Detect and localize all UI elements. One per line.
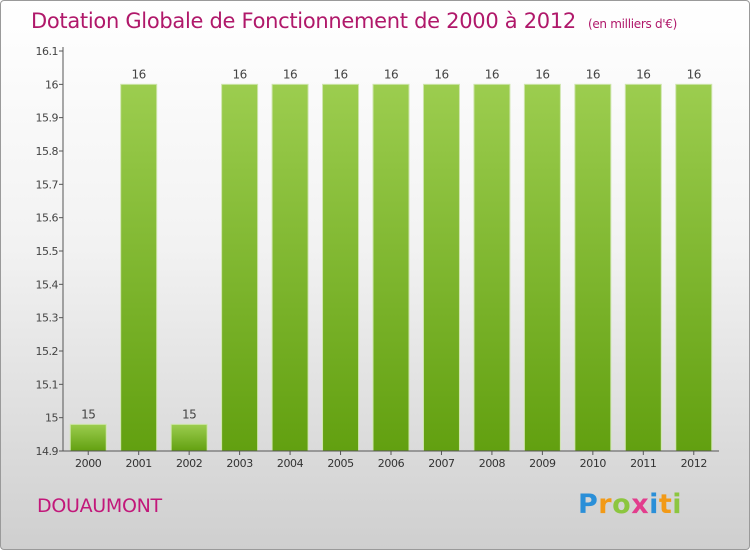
y-tick-label: 15 bbox=[45, 412, 58, 425]
bar-value-label: 16 bbox=[333, 67, 347, 81]
bar bbox=[322, 83, 360, 452]
logo-letter: r bbox=[598, 489, 613, 520]
x-tick-label: 2010 bbox=[580, 457, 607, 470]
x-tick-label: 2008 bbox=[479, 457, 506, 470]
bar-value-label: 16 bbox=[586, 67, 600, 81]
y-tick-label: 15.2 bbox=[36, 345, 59, 358]
bar-value-label: 15 bbox=[81, 407, 95, 421]
logo-letter: i bbox=[649, 489, 659, 520]
bar bbox=[624, 83, 662, 452]
x-axis: 2000 2001 2002 2003 2004 2005 2006 2007 2008 2009… bbox=[63, 450, 719, 470]
y-tick-label: 15.3 bbox=[36, 312, 59, 325]
y-tick-label: 15.4 bbox=[36, 278, 59, 291]
bar-value-label: 16 bbox=[232, 67, 246, 81]
x-tick-label: 2009 bbox=[529, 457, 556, 470]
bar bbox=[170, 423, 208, 452]
logo-letter: P bbox=[578, 489, 599, 520]
bar bbox=[473, 83, 511, 452]
y-tick-label: 14.9 bbox=[36, 445, 59, 458]
bar-value-label: 16 bbox=[535, 67, 549, 81]
y-tick-label: 15.9 bbox=[36, 112, 59, 125]
bar bbox=[523, 83, 561, 452]
y-tick-label: 15.8 bbox=[36, 145, 59, 158]
y-tick-label: 15.6 bbox=[36, 212, 59, 225]
bar bbox=[221, 83, 259, 452]
y-tick-label: 16.1 bbox=[36, 45, 59, 58]
bar-value-label: 16 bbox=[283, 67, 297, 81]
bar bbox=[675, 83, 713, 452]
y-tick-label: 16 bbox=[45, 78, 58, 91]
x-tick-label: 2003 bbox=[226, 457, 253, 470]
bar-value-label: 16 bbox=[687, 67, 701, 81]
bar bbox=[271, 83, 309, 452]
x-tick-label: 2002 bbox=[176, 457, 202, 470]
bar-value-label: 16 bbox=[434, 67, 448, 81]
logo-letter: o bbox=[612, 489, 632, 520]
logo-letter: x bbox=[631, 489, 650, 520]
commune-name: DOUAUMONT bbox=[37, 495, 162, 517]
bar bbox=[69, 423, 107, 452]
bar-value-label: 16 bbox=[636, 67, 650, 81]
bar bbox=[574, 83, 612, 452]
x-tick-label: 2005 bbox=[327, 457, 354, 470]
bar bbox=[372, 83, 410, 452]
bar bbox=[120, 83, 158, 452]
proxiti-logo: Proxiti bbox=[578, 489, 682, 520]
y-tick-label: 15.1 bbox=[36, 378, 59, 391]
bar-value-label: 16 bbox=[384, 67, 398, 81]
logo-letter: t bbox=[658, 489, 673, 520]
y-tick-label: 15.5 bbox=[36, 245, 59, 258]
y-tick-label: 15.7 bbox=[36, 178, 59, 191]
chart-unit: (en milliers d'€) bbox=[587, 17, 677, 31]
x-tick-label: 2007 bbox=[428, 457, 455, 470]
bar-value-label: 16 bbox=[485, 67, 499, 81]
bar bbox=[422, 83, 460, 452]
chart-title-text: Dotation Globale de Fonctionnement de 20… bbox=[31, 9, 576, 33]
y-axis: 14.9 15 15.1 15.2 15.3 15.4 15.5 15.6 15.7 15.8 15… bbox=[36, 45, 64, 458]
bar-value-label: 15 bbox=[182, 407, 196, 421]
bars-group: 15 16 15 16 16 16 16 16 16 16 16 16 16 bbox=[69, 67, 713, 452]
bar-value-label: 16 bbox=[132, 67, 146, 81]
chart-title: Dotation Globale de Fonctionnement de 20… bbox=[31, 9, 677, 33]
x-tick-label: 2000 bbox=[75, 457, 102, 470]
x-tick-label: 2011 bbox=[630, 457, 656, 470]
x-tick-label: 2012 bbox=[681, 457, 707, 470]
x-tick-label: 2004 bbox=[277, 457, 304, 470]
x-tick-label: 2006 bbox=[378, 457, 405, 470]
x-tick-label: 2001 bbox=[125, 457, 151, 470]
logo-letter: i bbox=[672, 489, 683, 520]
